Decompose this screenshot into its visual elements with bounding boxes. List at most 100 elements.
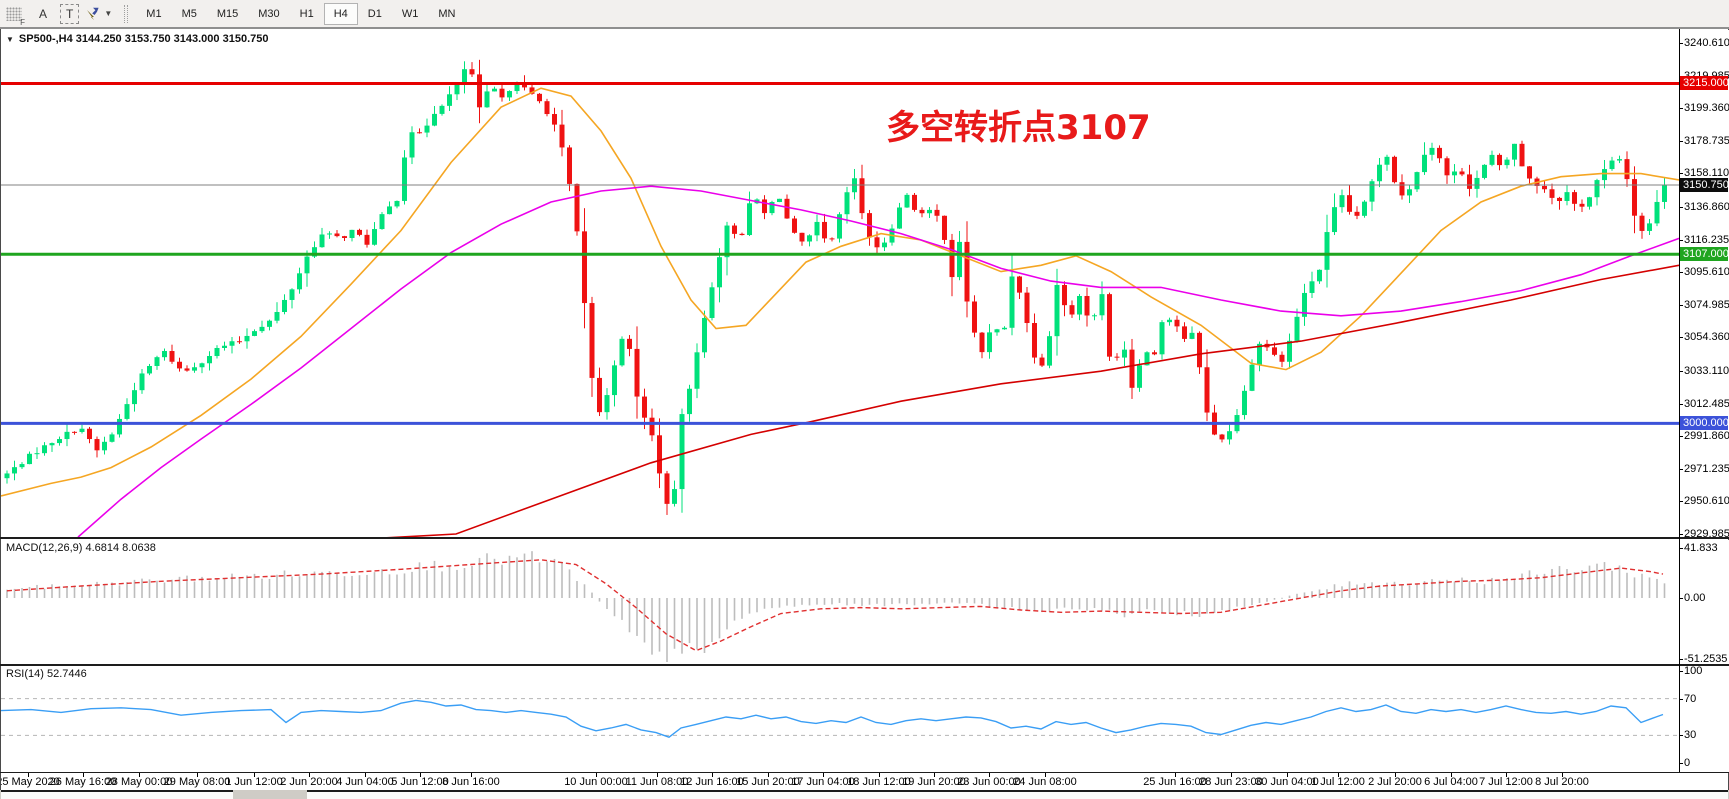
rsi-tick: 100 (1679, 665, 1702, 677)
price-tick: 3178.735 (1679, 135, 1729, 147)
time-tick-label: 24 Jun 08:00 (1013, 776, 1077, 788)
time-tickmark (83, 773, 84, 777)
macd-chart-canvas[interactable] (1, 540, 1679, 664)
scrollbar-segment-1[interactable] (307, 790, 1728, 799)
symbol-ohlc-text: SP500-,H4 3144.250 3153.750 3143.000 315… (18, 33, 269, 45)
time-tickmark (934, 773, 935, 777)
chevron-down-icon: ▼ (104, 9, 113, 18)
timeframe-button-W1[interactable]: W1 (401, 7, 419, 20)
time-tickmark (309, 773, 310, 777)
macd-axis[interactable]: 41.833 0.00 -51.2535 (1679, 540, 1729, 665)
time-tickmark (28, 773, 29, 777)
time-tick-label: 15 Jun 20:00 (736, 776, 800, 788)
macd-tick: 41.833 (1679, 542, 1718, 554)
rsi-label: RSI(14) 52.7446 (6, 668, 87, 680)
price-tick: 3095.610 (1679, 266, 1729, 278)
window-border-left (0, 29, 1, 799)
time-tick-label: 17 Jun 04:00 (791, 776, 855, 788)
price-axis[interactable]: 3240.6103219.9853199.3603178.7353158.110… (1679, 30, 1729, 540)
panel-separator[interactable] (0, 664, 1729, 666)
toolbar: F A T ▼ M1 M5 M15 M30 H1 H4 D1 W1 MN (0, 0, 1729, 27)
timeframe-button-M30[interactable]: M30 (258, 7, 280, 20)
timeframe-bar: M1 M5 M15 M30 H1 H4 D1 W1 MN (136, 2, 465, 25)
time-tick-label: 1 Jul 12:00 (1311, 776, 1365, 788)
time-tickmark (657, 773, 658, 777)
mid-ma (77, 185, 1679, 537)
timeframe-button-D1[interactable]: D1 (367, 7, 382, 20)
timeframe-button-H4[interactable]: H4 (323, 2, 358, 25)
price-tick: 3012.485 (1679, 398, 1729, 410)
time-tickmark (879, 773, 880, 777)
timeframe-button-M5[interactable]: M5 (181, 7, 197, 20)
time-tick-label: 8 Jun 16:00 (442, 776, 500, 788)
time-tick-label: 5 Jun 12:00 (391, 776, 449, 788)
axis-border (1679, 29, 1680, 772)
time-tickmark (197, 773, 198, 777)
time-tickmark (365, 773, 366, 777)
rsi-axis[interactable]: 100 70 30 0 (1679, 665, 1729, 772)
time-tick-label: 8 Jul 20:00 (1535, 776, 1589, 788)
toolbar-grip-icon[interactable]: F (6, 6, 25, 27)
price-tick: 2971.235 (1679, 463, 1729, 475)
timeframe-button-M1[interactable]: M1 (146, 7, 162, 20)
horizontal-scrollbar[interactable] (0, 790, 1729, 799)
rsi-tick: 30 (1679, 729, 1696, 741)
price-tick: 3116.235 (1679, 234, 1729, 246)
price-tick: 3158.110 (1679, 167, 1729, 179)
time-tickmark (1175, 773, 1176, 777)
panel-separator (0, 772, 1729, 773)
price-tick: 2950.610 (1679, 495, 1729, 507)
scrollbar-segment-0[interactable] (1, 790, 233, 799)
panel-separator[interactable] (0, 537, 1729, 539)
time-tickmark (254, 773, 255, 777)
rsi-line (1, 699, 1664, 738)
toolbar-separator (124, 4, 129, 23)
time-tickmark (823, 773, 824, 777)
time-tickmark (471, 773, 472, 777)
time-tick-label: 12 Jun 16:00 (680, 776, 744, 788)
price-tick: 3240.610 (1679, 37, 1729, 49)
macd-signal-line (6, 559, 1664, 652)
price-chart-canvas[interactable] (1, 30, 1679, 537)
time-tickmark (139, 773, 140, 777)
time-tickmark (1338, 773, 1339, 777)
time-tick-label: 18 Jun 12:00 (847, 776, 911, 788)
timeframe-button-H1[interactable]: H1 (299, 7, 314, 20)
time-axis[interactable]: 25 May 2020 26 May 16:00 28 May 00:00 29 Ma… (1, 773, 1679, 790)
rsi-tick: 70 (1679, 693, 1696, 705)
price-level-badge: 3107.000 (1680, 247, 1729, 262)
time-tick-label: 10 Jun 00:00 (564, 776, 628, 788)
price-tick: 3033.110 (1679, 365, 1729, 377)
time-tickmark (596, 773, 597, 777)
rsi-tick: 0 (1679, 757, 1690, 769)
time-tick-label: 19 Jun 20:00 (902, 776, 966, 788)
timeframe-button-MN[interactable]: MN (438, 7, 456, 20)
price-tick: 3074.985 (1679, 299, 1729, 311)
time-tickmark (989, 773, 990, 777)
time-tick-label: 25 May 2020 (1, 776, 60, 788)
fast-ma (1, 87, 1679, 497)
time-tick-label: 28 Jun 23:00 (1199, 776, 1263, 788)
price-tick: 3054.360 (1679, 331, 1729, 343)
font-tool-button[interactable]: A (39, 6, 48, 21)
time-tickmark (1231, 773, 1232, 777)
time-tick-label: 23 Jun 00:00 (957, 776, 1021, 788)
rsi-chart-canvas[interactable] (1, 666, 1679, 772)
style-tool-button[interactable]: ▼ (85, 7, 112, 21)
slow-ma (386, 264, 1679, 537)
text-tool-button[interactable]: T (60, 3, 80, 24)
price-tick: 3136.860 (1679, 201, 1729, 213)
time-tickmark (1045, 773, 1046, 777)
time-tick-label: 28 May 00:00 (105, 776, 173, 788)
time-tick-label: 7 Jul 12:00 (1479, 776, 1533, 788)
price-level-badge: 3150.750 (1680, 178, 1729, 193)
time-tick-label: 29 May 08:00 (163, 776, 231, 788)
chart-title: ▼ SP500-,H4 3144.250 3153.750 3143.000 3… (6, 33, 268, 45)
price-level-badge: 3000.000 (1680, 416, 1729, 431)
time-tick-label: 26 May 16:00 (49, 776, 117, 788)
symbol-dropdown-icon[interactable]: ▼ (6, 34, 14, 44)
arrows-style-icon (87, 7, 99, 20)
time-tickmark (712, 773, 713, 777)
timeframe-button-M15[interactable]: M15 (216, 7, 239, 20)
